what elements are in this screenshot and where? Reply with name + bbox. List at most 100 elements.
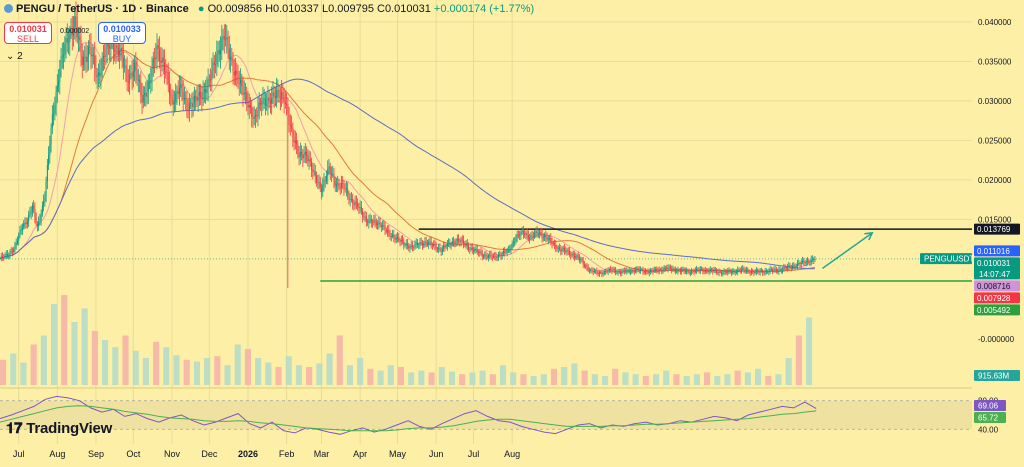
volume-tag-label: 915.63M <box>978 372 1009 381</box>
candle-up <box>303 154 305 159</box>
candle-up <box>69 32 71 42</box>
symbol-title[interactable]: PENGU / TetherUS · 1D · Binance <box>16 3 189 15</box>
candle-down <box>550 237 552 242</box>
price-axis[interactable]: 0.040000 0.035000 0.030000 0.025000 0.020000… <box>920 0 1024 444</box>
candle-down <box>348 193 350 200</box>
candle-down <box>380 224 382 227</box>
candle-down <box>319 182 321 189</box>
candle-up <box>392 234 394 237</box>
candle-up <box>516 234 518 238</box>
candle-down <box>301 151 303 155</box>
candle-up <box>760 270 762 272</box>
candle-up <box>630 271 632 273</box>
volume-bar <box>561 367 568 385</box>
candle-down <box>205 89 207 94</box>
candle-down <box>389 233 391 237</box>
candle-up <box>805 261 807 264</box>
volume-bar <box>173 355 180 385</box>
candle-up <box>68 41 70 43</box>
candle-up <box>175 93 177 103</box>
candle-up <box>50 127 52 145</box>
candle-up <box>627 269 629 271</box>
candle-down <box>468 246 470 250</box>
volume-bar <box>326 353 333 385</box>
candle-up <box>156 45 158 58</box>
volume-bar <box>499 365 507 385</box>
candle-up <box>86 56 88 63</box>
indicator-toggle[interactable]: ⌄ 2 <box>6 51 23 62</box>
candle-down <box>182 91 184 100</box>
candle-down <box>145 92 147 97</box>
time-tick-label: Aug <box>49 449 65 459</box>
candle-down <box>789 265 791 267</box>
candle-up <box>438 247 440 249</box>
candle-down <box>208 79 210 81</box>
candle-down <box>615 269 617 273</box>
candle-up <box>530 235 532 238</box>
candle-up <box>281 92 283 99</box>
time-tick-label: Mar <box>314 449 330 459</box>
candle-up <box>507 249 509 251</box>
candle-down <box>157 45 159 49</box>
candle-down <box>172 99 174 105</box>
candle-down <box>449 242 451 246</box>
candle-up <box>441 248 443 252</box>
rsi-pane <box>0 387 972 435</box>
candle-down <box>242 86 244 95</box>
candle-up <box>19 230 21 235</box>
candle-up <box>718 271 720 273</box>
candle-down <box>273 92 275 96</box>
candle-up <box>26 221 28 225</box>
buy-price: 0.010033 <box>103 24 141 34</box>
candle-down <box>167 71 169 84</box>
candle-down <box>459 241 461 243</box>
price-tag-box <box>974 280 1020 292</box>
candle-up <box>428 242 430 245</box>
candle-down <box>246 92 248 102</box>
buy-button[interactable]: 0.010033 BUY <box>98 22 146 44</box>
time-axis[interactable]: Jul Aug Sep Oct Nov Dec 2026 Feb Mar Apr May Jun Jul… <box>13 449 520 459</box>
volume-bar <box>234 344 241 385</box>
candle-down <box>213 62 215 65</box>
candle-down <box>464 243 466 245</box>
candle-down <box>485 254 487 257</box>
candle-down <box>651 270 653 272</box>
volume-bar <box>91 331 98 385</box>
candle-up <box>38 221 40 227</box>
candle-down <box>141 95 143 103</box>
candle-up <box>506 249 508 253</box>
candle-up <box>220 50 222 55</box>
time-tick-label: Sep <box>88 449 104 459</box>
candle-up <box>773 269 775 271</box>
sell-button[interactable]: 0.010031 SELL <box>4 22 52 44</box>
candle-down <box>556 248 558 250</box>
candle-up <box>759 271 761 273</box>
candle-up <box>149 82 151 83</box>
candle-up <box>120 47 122 51</box>
candle-down <box>296 140 298 145</box>
candle-up <box>28 214 30 222</box>
candle-up <box>387 230 389 232</box>
rsi-ma-tag-box <box>974 412 1006 423</box>
candle-up <box>354 201 356 206</box>
candle-down <box>772 269 774 271</box>
candle-up <box>299 151 301 157</box>
candle-down <box>330 173 332 175</box>
candle-down <box>748 270 750 273</box>
candle-down <box>329 166 331 174</box>
candle-up <box>134 62 136 72</box>
candle-up <box>63 55 65 57</box>
volume-bar <box>183 359 190 385</box>
candle-up <box>774 268 776 270</box>
projection-arrow[interactable] <box>822 231 874 270</box>
candle-up <box>479 251 481 253</box>
candle-down <box>532 236 534 238</box>
candle-up <box>612 269 614 271</box>
volume-bar <box>744 372 751 385</box>
candle-up <box>230 57 232 60</box>
candle-up <box>699 269 701 271</box>
candle-down <box>804 262 806 264</box>
candle-down <box>99 72 101 77</box>
volume-bar <box>142 358 149 385</box>
